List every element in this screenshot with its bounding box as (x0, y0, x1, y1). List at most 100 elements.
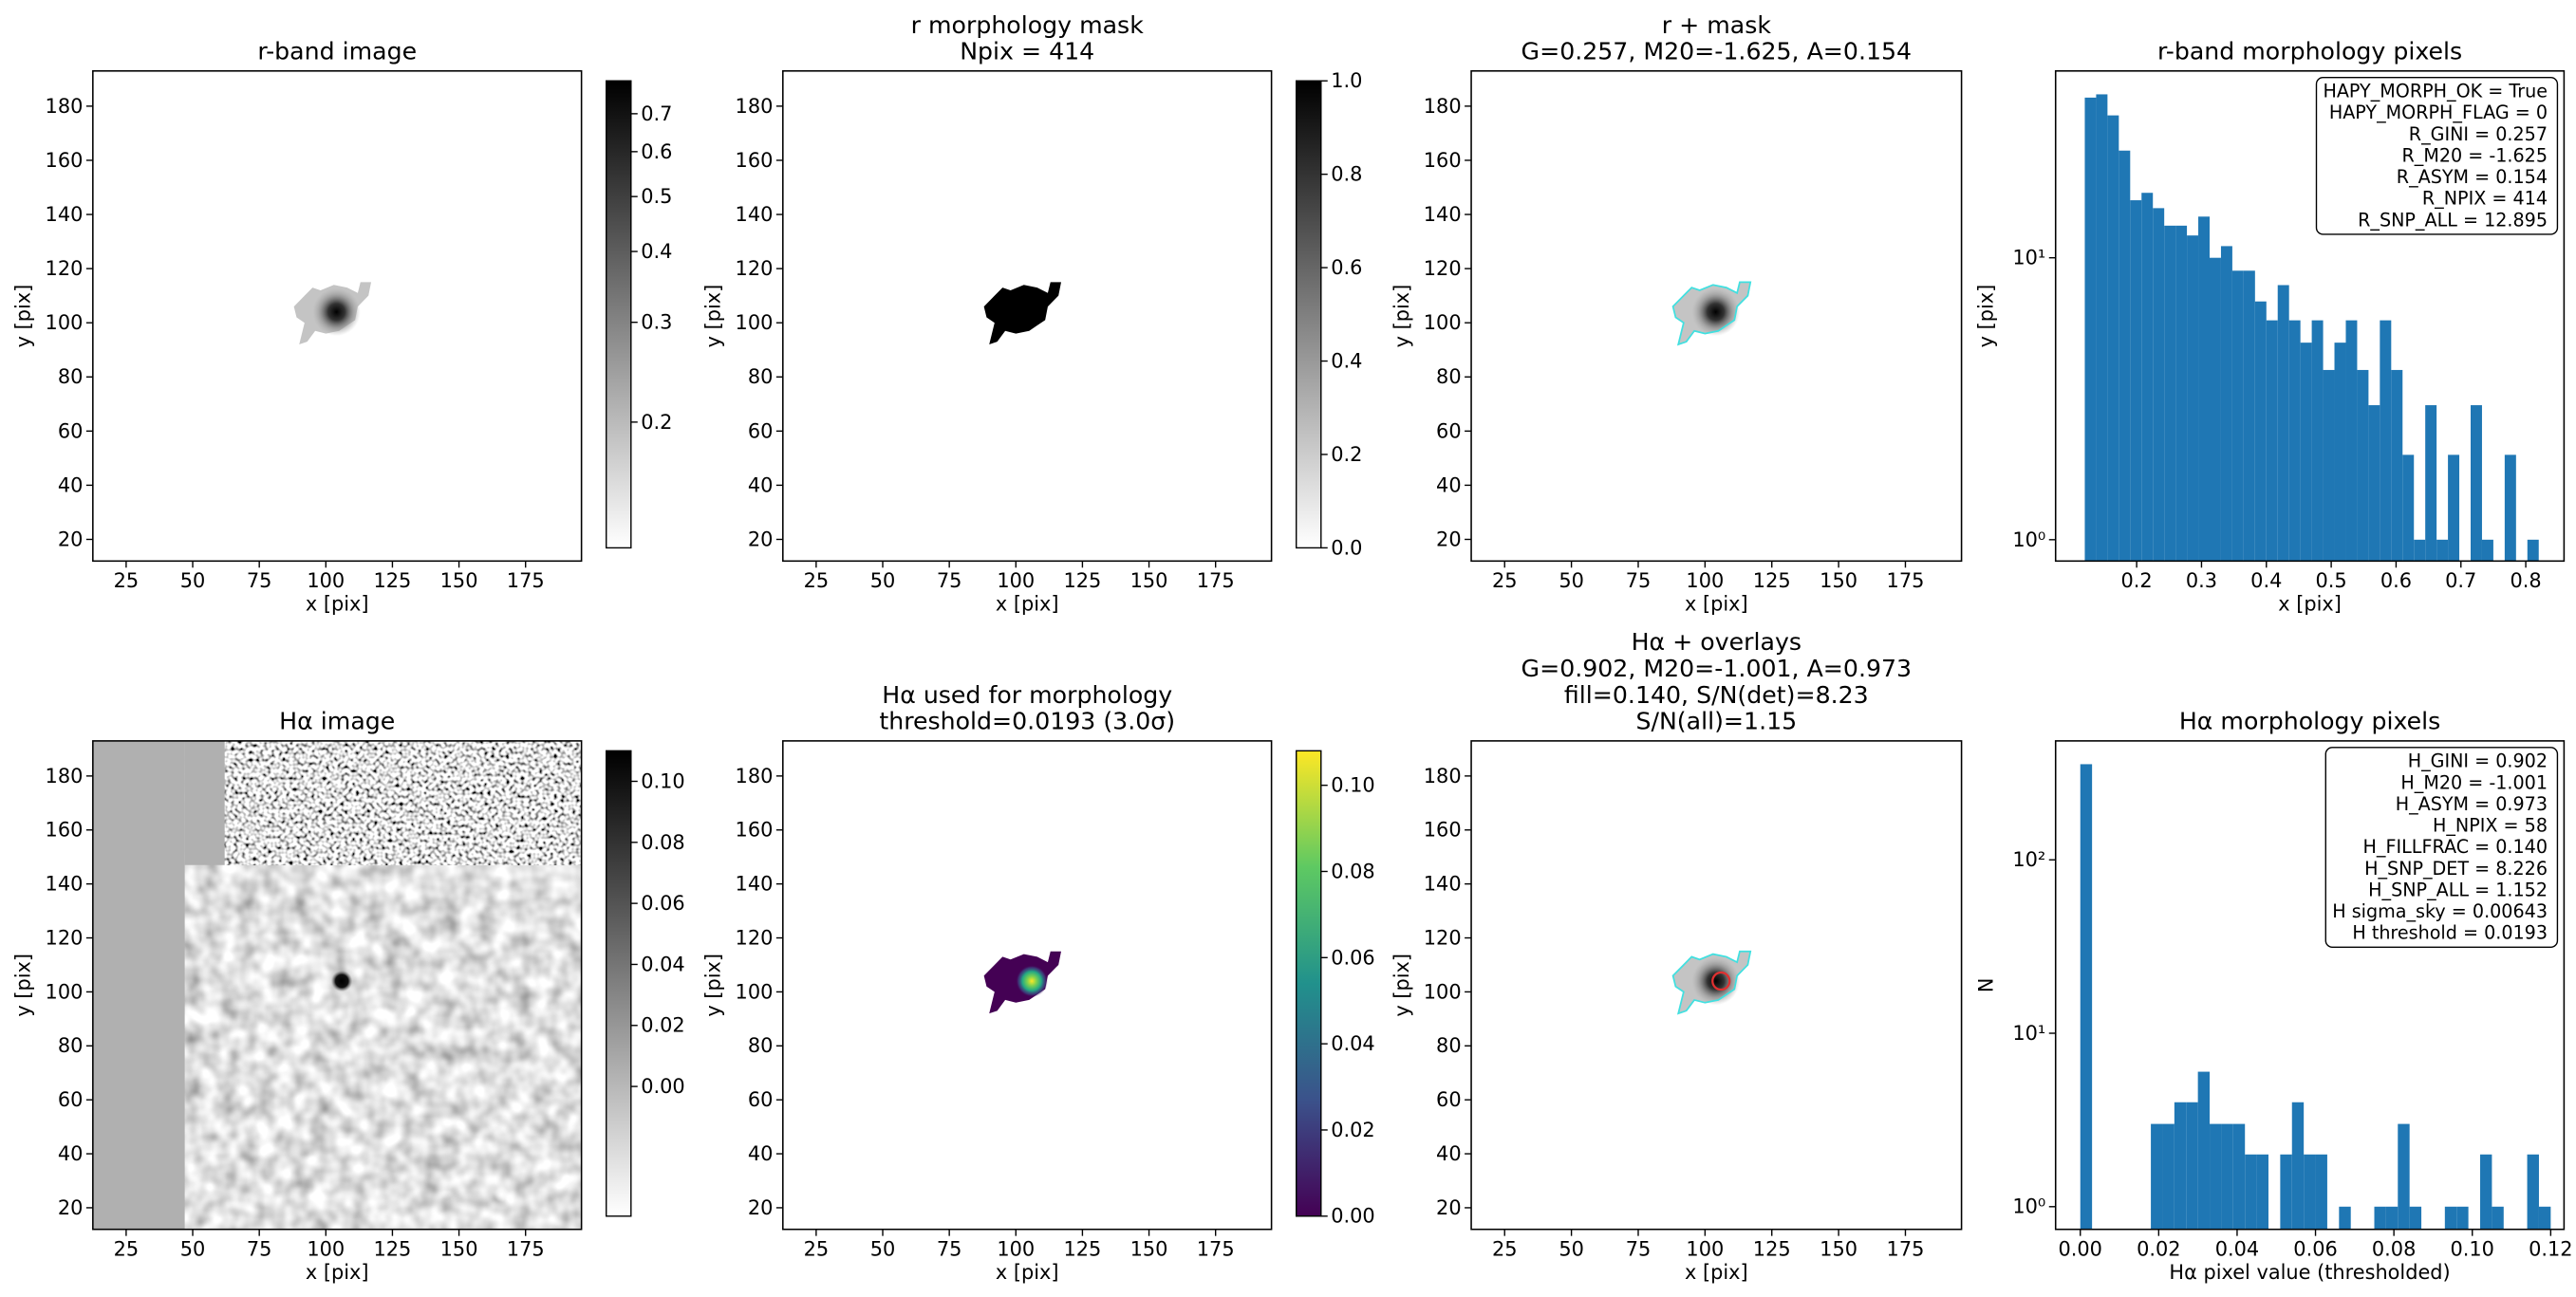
y-tick-label: 160 (1424, 149, 1462, 172)
annotation: R_GINI = 0.257 (2409, 123, 2548, 145)
bar (2300, 343, 2312, 562)
colorbar-tick-label: 0.7 (641, 102, 672, 125)
bar (2345, 320, 2358, 562)
bar (2220, 246, 2232, 562)
chart-title: Hα + overlays (1632, 628, 1801, 656)
y-tick-label: 100 (1424, 980, 1462, 1003)
x-tick-label: 0.10 (2451, 1238, 2494, 1261)
x-axis-label: x [pix] (1685, 1261, 1748, 1284)
colorbar-tick-label: 0.5 (641, 185, 672, 208)
bar (2304, 1154, 2316, 1230)
y-tick-label: 120 (736, 257, 774, 280)
y-tick-label: 40 (748, 1142, 774, 1165)
bar (2197, 1071, 2211, 1230)
x-tick-label: 175 (1887, 1238, 1925, 1261)
bar (2315, 1154, 2327, 1230)
bar (2334, 343, 2346, 562)
annotation: H_SNP_DET = 8.226 (2364, 858, 2548, 880)
x-tick-label: 50 (1559, 569, 1584, 592)
colorbar-tick-label: 0.4 (641, 240, 672, 263)
chart-title: G=0.257, M20=-1.625, A=0.154 (1521, 38, 1913, 65)
x-tick-label: 150 (440, 1238, 478, 1261)
x-tick-label: 125 (374, 1238, 412, 1261)
bar (2323, 369, 2335, 562)
flat-region (92, 740, 185, 1230)
x-tick-label: 0.4 (2250, 569, 2282, 592)
bar (2391, 369, 2403, 562)
colorbar-tick-label: 0.06 (1331, 946, 1374, 969)
annotation: HAPY_MORPH_FLAG = 0 (2329, 102, 2548, 123)
y-tick-label: 180 (1424, 765, 1462, 787)
y-tick-label: 120 (46, 257, 84, 280)
x-tick-label: 25 (804, 569, 830, 592)
bar (2256, 1154, 2268, 1230)
annotation: H_SNP_ALL = 1.152 (2368, 879, 2548, 900)
x-tick-label: 0.04 (2215, 1238, 2259, 1261)
x-tick-label: 75 (247, 1238, 272, 1261)
annotation: R_SNP_ALL = 12.895 (2358, 209, 2548, 231)
y-tick-label: 10⁰ (2012, 528, 2045, 551)
bar (2175, 225, 2188, 562)
x-tick-label: 175 (1197, 569, 1235, 592)
y-tick-label: 60 (748, 1088, 774, 1111)
image-feature (1691, 287, 1740, 337)
y-tick-label: 20 (748, 528, 774, 550)
y-tick-label: 10² (2012, 848, 2045, 871)
colorbar-tick-label: 0.02 (641, 1014, 684, 1037)
chart-title: r-band image (257, 38, 417, 65)
y-axis-label: y [pix] (1391, 954, 1413, 1017)
axes-frame (2054, 740, 2566, 1231)
x-tick-label: 0.00 (2059, 1238, 2102, 1261)
x-tick-label: 150 (1820, 569, 1857, 592)
colorbar (1296, 80, 1322, 549)
chart-title: r morphology mask (911, 11, 1145, 39)
x-tick-label: 125 (1753, 569, 1791, 592)
x-tick-label: 25 (114, 1238, 140, 1261)
x-tick-label: 125 (1064, 1238, 1102, 1261)
plot-area (1671, 281, 1752, 346)
bar (2174, 1102, 2187, 1230)
x-axis-label: Hα pixel value (thresholded) (2169, 1261, 2450, 1284)
x-axis-label: x [pix] (2278, 592, 2342, 615)
y-axis-label: y [pix] (702, 285, 725, 348)
axes-frame (92, 740, 583, 1231)
colorbar-tick-label: 0.00 (641, 1075, 684, 1098)
axes-frame (1470, 740, 1963, 1231)
x-tick-label: 175 (1887, 569, 1925, 592)
chart-title: S/N(all)=1.15 (1635, 708, 1797, 735)
mask-pixels (983, 282, 1061, 345)
x-tick-label: 25 (804, 1238, 830, 1261)
x-tick-label: 25 (114, 569, 140, 592)
chart-title: Hα image (279, 708, 395, 735)
bar (2096, 94, 2108, 562)
mask-contour (1671, 950, 1752, 1015)
bar (2210, 1123, 2222, 1230)
bar (2471, 405, 2482, 562)
chart-title: Hα used for morphology (882, 681, 1172, 709)
y-tick-label: 60 (1436, 1088, 1462, 1111)
x-tick-label: 50 (1559, 1238, 1584, 1261)
axes-frame (92, 70, 583, 563)
y-axis-label: y [pix] (12, 954, 35, 1017)
bar (2368, 405, 2380, 562)
y-tick-label: 160 (736, 819, 774, 842)
bar (2398, 1123, 2410, 1230)
x-tick-label: 125 (1064, 569, 1102, 592)
bar (2280, 1154, 2292, 1230)
bar (2456, 1206, 2469, 1230)
y-tick-label: 40 (748, 473, 774, 496)
x-tick-label: 0.06 (2293, 1238, 2337, 1261)
y-tick-label: 120 (1424, 926, 1462, 949)
bar (2481, 539, 2493, 562)
image-feature (1016, 965, 1048, 997)
bar (2187, 235, 2199, 562)
colorbar-tick-label: 0.08 (641, 831, 684, 854)
colorbar-tick-label: 0.4 (1331, 349, 1362, 372)
x-tick-label: 25 (1492, 569, 1518, 592)
plot-area (2084, 94, 2539, 562)
y-tick-label: 60 (58, 1088, 84, 1111)
bar (2425, 405, 2437, 562)
y-tick-label: 40 (1436, 473, 1462, 496)
y-tick-label: 180 (46, 765, 84, 787)
